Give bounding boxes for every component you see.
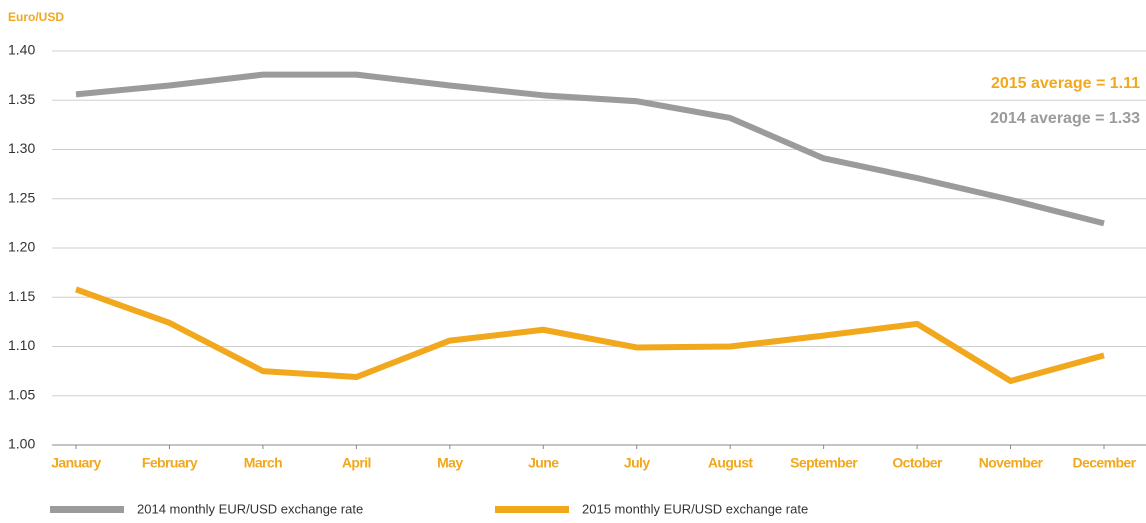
x-tick-label: September <box>790 455 858 471</box>
series-line <box>75 71 1105 227</box>
y-tick-label: 1.00 <box>8 436 35 452</box>
x-tick-label: June <box>528 455 559 471</box>
y-tick-label: 1.05 <box>8 386 35 402</box>
x-tick-label: November <box>979 455 1044 471</box>
x-tick-label: January <box>51 455 101 471</box>
x-tick-label: August <box>708 455 754 471</box>
x-tick-label: March <box>244 455 282 471</box>
x-tick-label: February <box>142 455 198 471</box>
legend-label: 2015 monthly EUR/USD exchange rate <box>582 501 808 516</box>
annotation: 2014 average = 1.33 <box>990 110 1140 127</box>
series-line <box>74 286 1105 384</box>
legend-swatch <box>495 506 569 513</box>
y-tick-label: 1.15 <box>8 288 35 304</box>
y-axis-label: Euro/USD <box>8 10 64 24</box>
y-tick-label: 1.10 <box>8 337 35 353</box>
y-tick-label: 1.25 <box>8 189 35 205</box>
y-tick-label: 1.35 <box>8 91 35 107</box>
legend-label: 2014 monthly EUR/USD exchange rate <box>137 501 363 516</box>
y-tick-label: 1.20 <box>8 239 35 255</box>
y-tick-label: 1.30 <box>8 140 35 156</box>
y-tick-label: 1.40 <box>8 42 35 58</box>
x-tick-label: October <box>892 455 943 471</box>
x-tick-label: May <box>437 455 463 471</box>
x-tick-label: December <box>1073 455 1137 471</box>
annotation: 2015 average = 1.11 <box>991 75 1140 92</box>
x-tick-label: April <box>342 455 371 471</box>
x-tick-label: July <box>624 455 650 471</box>
legend-swatch <box>50 506 124 513</box>
